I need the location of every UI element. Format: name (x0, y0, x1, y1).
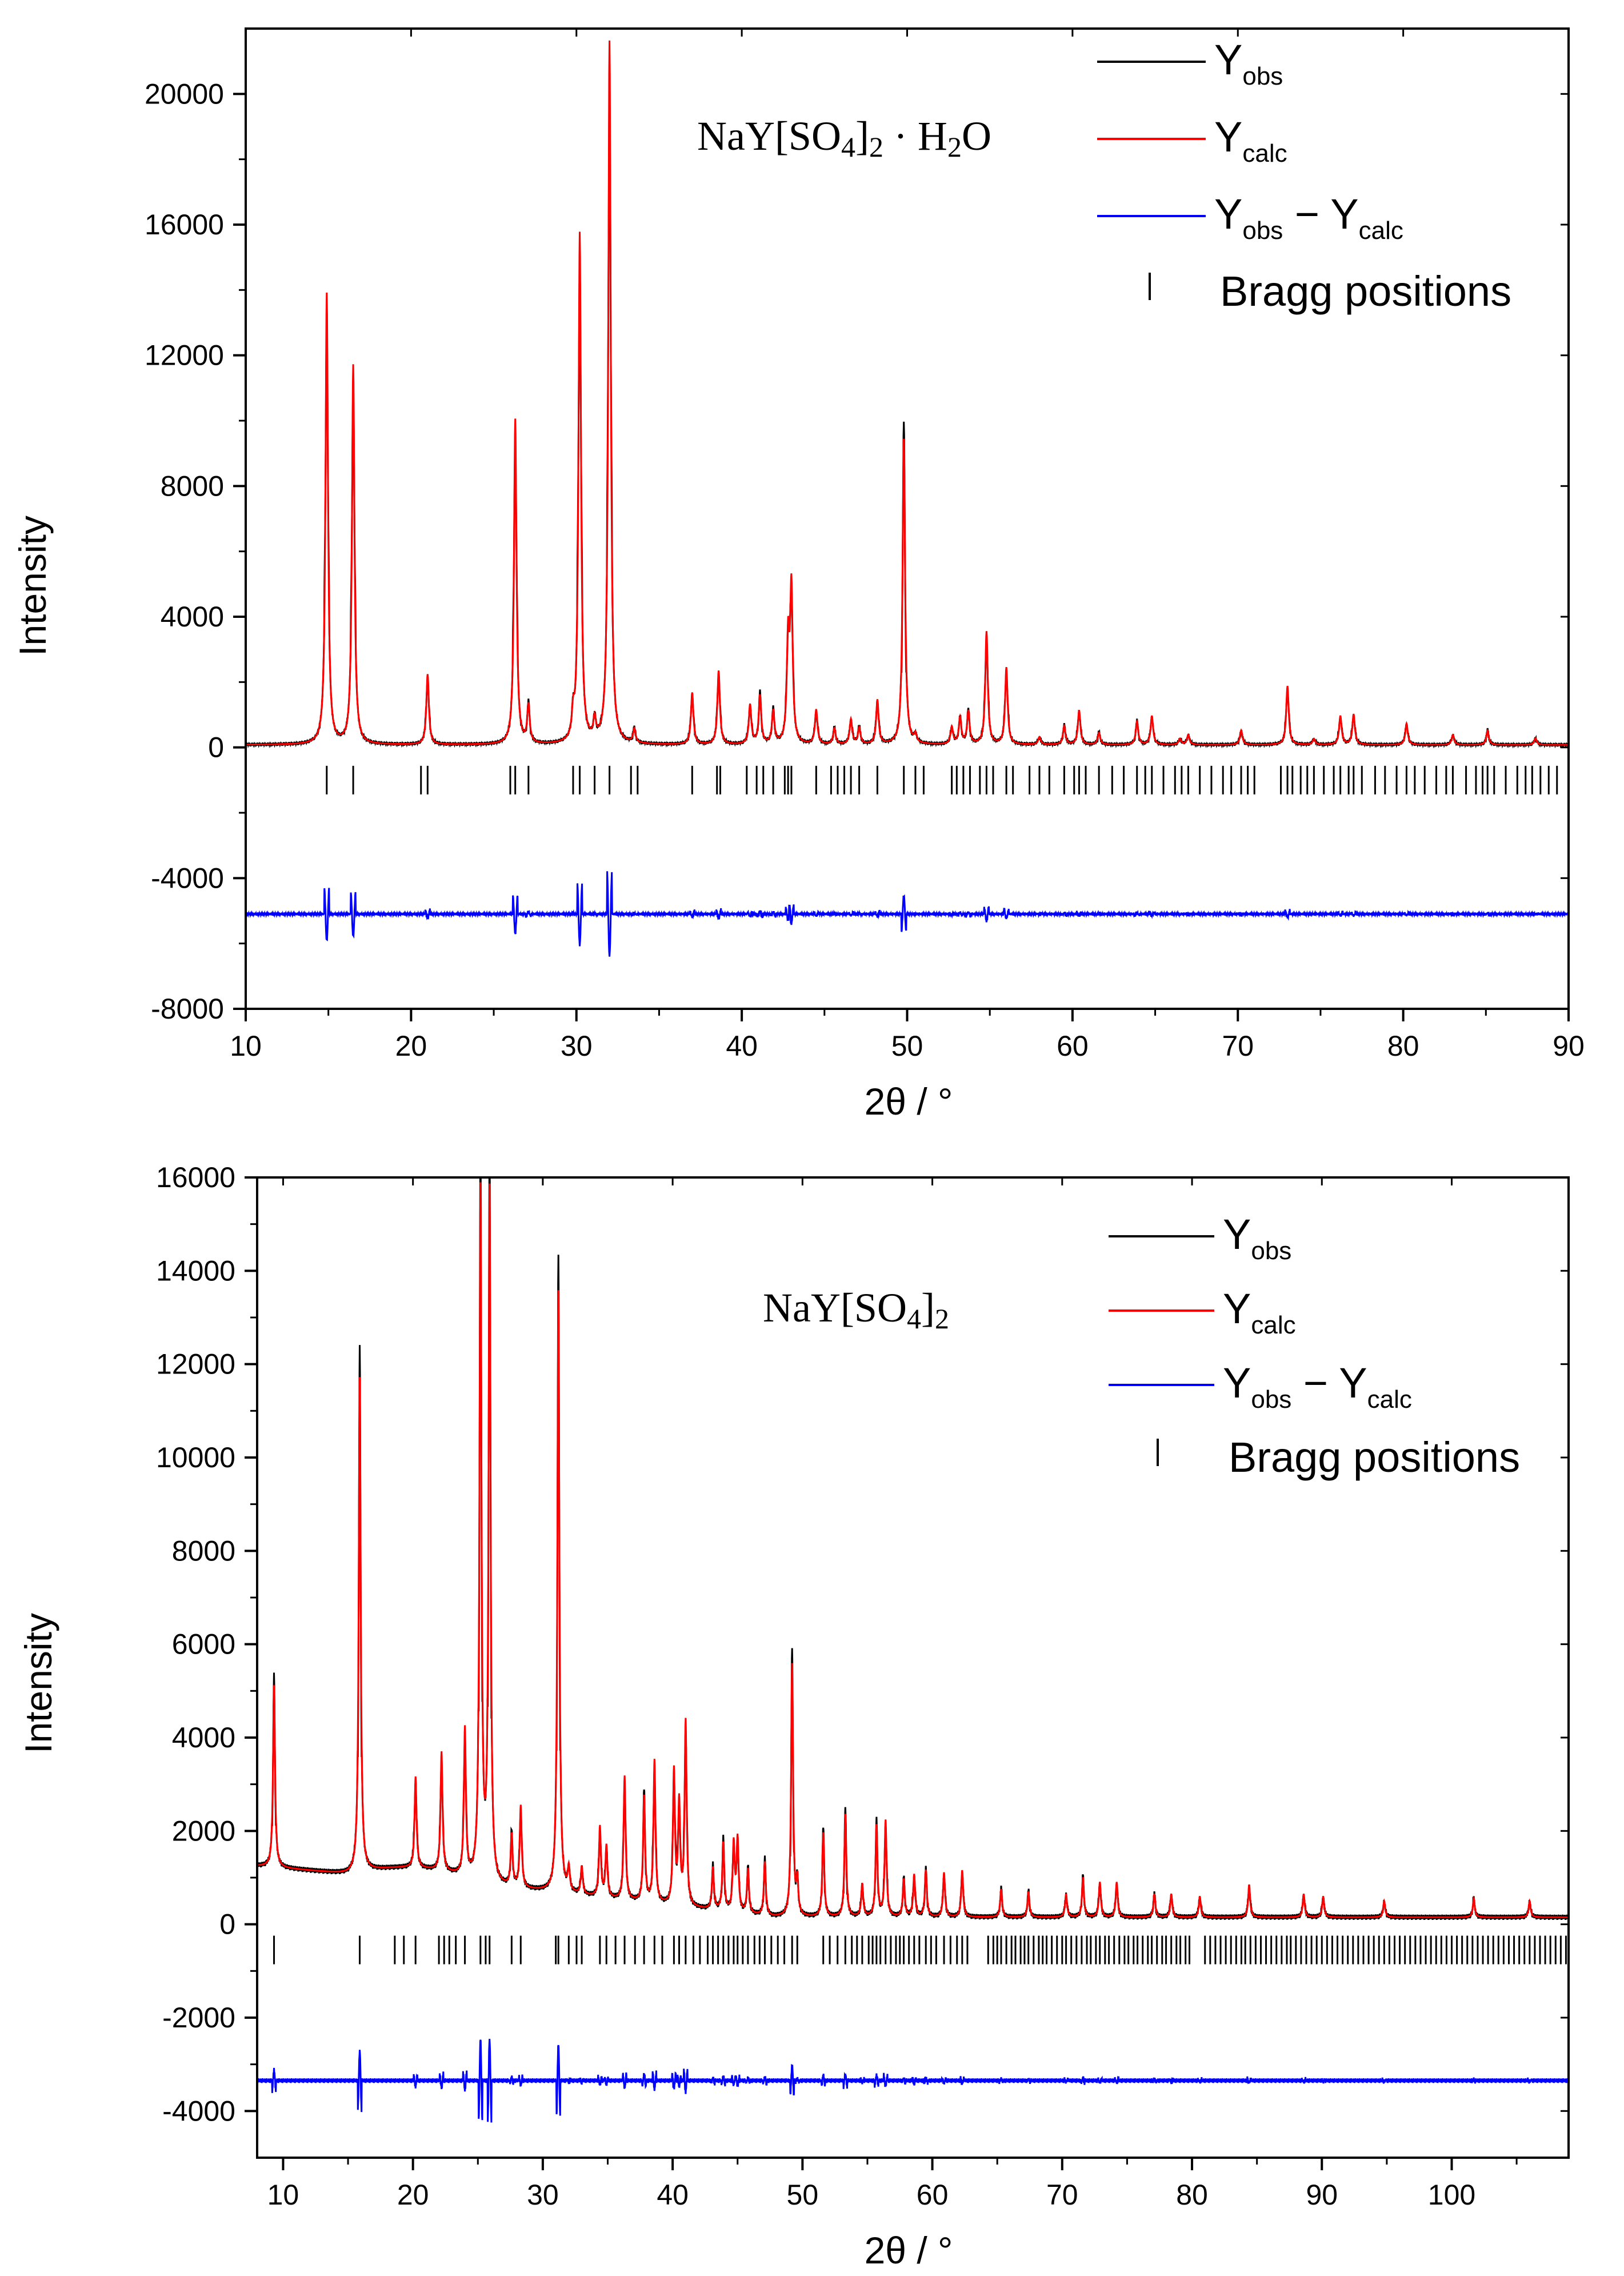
y-axis-label-bottom: Intensity (17, 1613, 59, 1754)
y-tick-label: -4000 (151, 862, 224, 894)
y-tick-label: 0 (219, 1908, 235, 1940)
x-tick-label: 50 (787, 2179, 819, 2211)
x-tick-label: 10 (230, 1030, 262, 1062)
legend-item-diff: Yobs − Ycalc (1109, 1359, 1412, 1413)
y-tick-label: 4000 (172, 1722, 235, 1754)
x-tick-label: 20 (397, 2179, 429, 2211)
x-axis-label-top: 2θ / ° (865, 1080, 953, 1123)
legend-item-yobs: Yobs (1109, 1211, 1291, 1265)
y-tick-label: 14000 (156, 1255, 235, 1287)
y-tick-label: 10000 (156, 1442, 235, 1474)
plot-series-top (246, 40, 1569, 957)
legend-item-yobs: Yobs (1097, 36, 1283, 90)
series-difference (257, 2039, 1569, 2123)
x-tick-label: 50 (891, 1030, 923, 1062)
series-ycalc (246, 40, 1569, 746)
series-yobs (246, 82, 1569, 749)
axes-top: 10 20 30 40 50 60 70 80 90 -8000 -4000 0 4000 8000 120… (145, 29, 1585, 1062)
legend-label-ycalc: Ycalc (1214, 113, 1287, 167)
y-tick-label: 16000 (156, 1161, 235, 1193)
y-tick-label: 8000 (161, 470, 224, 502)
y-tick-label: -4000 (162, 2095, 235, 2127)
plot-frame-top (245, 27, 1570, 1010)
x-tick-label: 60 (917, 2179, 949, 2211)
x-tick-label: 20 (395, 1030, 427, 1062)
y-tick-label: 8000 (172, 1535, 235, 1567)
y-tick-label: 16000 (145, 209, 224, 241)
legend-label-diff: Yobs − Ycalc (1214, 190, 1403, 245)
legend-label-yobs: Yobs (1223, 1211, 1291, 1265)
x-tick-label: 90 (1553, 1030, 1585, 1062)
y-tick-label: 12000 (145, 340, 224, 372)
x-tick-label: 80 (1176, 2179, 1208, 2211)
bragg-ticks (273, 1935, 1567, 1964)
legend-item-ycalc: Ycalc (1097, 113, 1287, 167)
series-ycalc (257, 1182, 1569, 1918)
chart-panel-top: 10 20 30 40 50 60 70 80 90 -8000 -4000 0 4000 8000 120… (11, 27, 1585, 1123)
legend-item-ycalc: Ycalc (1109, 1285, 1296, 1339)
legend-label-bragg: Bragg positions (1229, 1434, 1520, 1481)
legend-label-bragg: Bragg positions (1220, 267, 1511, 315)
legend-label-diff: Yobs − Ycalc (1223, 1359, 1412, 1413)
x-tick-label: 40 (657, 2179, 689, 2211)
x-tick-label: 100 (1428, 2179, 1475, 2211)
series-difference (246, 871, 1569, 957)
x-axis-label-bottom: 2θ / ° (865, 2229, 953, 2271)
x-tick-label: 40 (726, 1030, 758, 1062)
plot-frame-bottom (256, 1176, 1570, 2159)
legend-bottom: Yobs Ycalc Yobs − Ycalc Bragg positions (1109, 1211, 1520, 1481)
legend-top: Yobs Ycalc Yobs − Ycalc Bragg positions (1097, 36, 1511, 315)
y-tick-label: 20000 (145, 78, 224, 110)
legend-item-bragg: Bragg positions (1149, 267, 1511, 315)
y-tick-label: 6000 (172, 1628, 235, 1660)
compound-label-bottom: NaY[SO4]2 (763, 1285, 949, 1335)
x-tick-label: 70 (1222, 1030, 1254, 1062)
x-tick-label: 30 (527, 2179, 559, 2211)
plot-series-bottom (257, 1177, 1569, 2123)
y-tick-label: -8000 (151, 993, 224, 1025)
y-tick-label: 2000 (172, 1815, 235, 1847)
y-tick-label: -2000 (162, 2002, 235, 2034)
legend-item-diff: Yobs − Ycalc (1097, 190, 1403, 245)
chart-panel-bottom: 10 20 30 40 50 60 70 80 90 100 -4000 -2000 0 2000 4000… (17, 1161, 1570, 2271)
x-tick-label: 90 (1306, 2179, 1338, 2211)
x-tick-label: 60 (1057, 1030, 1089, 1062)
series-yobs (257, 1177, 1569, 1920)
y-tick-label: 12000 (156, 1348, 235, 1380)
y-axis-label-top: Intensity (11, 516, 54, 656)
axes-bottom: 10 20 30 40 50 60 70 80 90 100 -4000 -2000 0 2000 4000… (156, 1161, 1569, 2211)
bragg-ticks (326, 765, 1558, 794)
y-tick-label: 0 (208, 732, 224, 764)
x-tick-label: 30 (561, 1030, 593, 1062)
legend-label-yobs: Yobs (1214, 36, 1283, 90)
legend-label-ycalc: Ycalc (1223, 1285, 1296, 1339)
legend-item-bragg: Bragg positions (1157, 1434, 1520, 1481)
x-tick-label: 10 (267, 2179, 299, 2211)
y-tick-label: 4000 (161, 601, 224, 633)
x-tick-label: 80 (1387, 1030, 1419, 1062)
x-tick-label: 70 (1046, 2179, 1078, 2211)
compound-label-top: NaY[SO4]2 · H2O (697, 113, 991, 163)
